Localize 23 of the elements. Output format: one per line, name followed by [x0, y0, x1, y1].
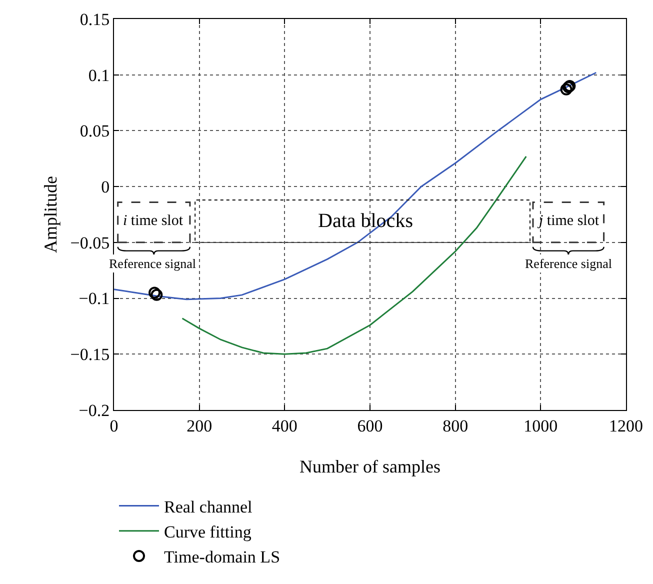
y-tick-label: 0.05	[80, 122, 110, 141]
legend-label: Time-domain LS	[164, 548, 280, 567]
y-tick-label: −0.1	[78, 289, 110, 308]
x-axis-title: Number of samples	[300, 456, 440, 476]
annotation: Reference signal	[109, 256, 196, 271]
annotation: i time slot	[123, 213, 184, 229]
y-tick-label: −0.15	[70, 345, 110, 364]
x-tick-label: 1000	[524, 416, 558, 436]
annotation: j time slot	[537, 213, 600, 229]
legend-label: Real channel	[164, 497, 253, 516]
legend-label: Curve fitting	[164, 522, 252, 542]
y-tick-label: 0.1	[88, 66, 110, 85]
x-tick-label: 1200	[609, 416, 643, 436]
y-axis-title: Amplitude	[40, 176, 60, 253]
x-tick-label: 800	[442, 416, 468, 436]
y-tick-label: −0.05	[70, 233, 110, 252]
y-tick-label: −0.2	[78, 400, 110, 420]
x-tick-label: 400	[272, 416, 298, 436]
annotation: Reference signal	[525, 256, 612, 271]
x-tick-label: 200	[186, 416, 212, 436]
x-tick-label: 600	[357, 416, 383, 436]
y-tick-label: 0	[101, 178, 110, 197]
y-tick-label: 0.15	[80, 10, 110, 29]
